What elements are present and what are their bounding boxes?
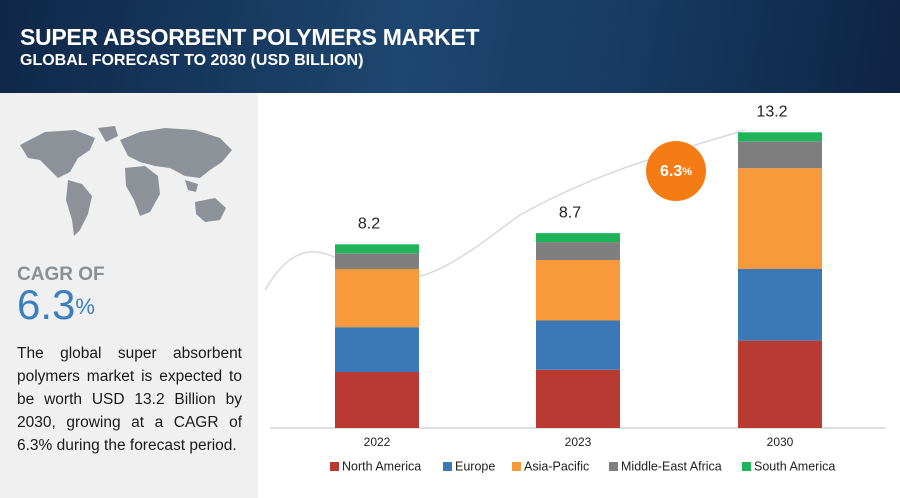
bar-segment: [738, 141, 822, 169]
cagr-badge: [646, 141, 706, 201]
bar-segment: [335, 253, 419, 269]
bar-segment: [738, 268, 822, 341]
bar-segment: [536, 260, 620, 321]
bar-segment: [738, 132, 822, 142]
x-tick-label: 2030: [767, 435, 794, 449]
x-tick-label: 2022: [364, 435, 391, 449]
legend-swatch: [609, 462, 618, 471]
legend-label: South America: [754, 459, 835, 473]
legend-swatch: [742, 462, 751, 471]
legend-swatch: [330, 462, 339, 471]
legend-label: Middle-East Africa: [621, 459, 722, 473]
cagr-label: CAGR OF: [17, 264, 105, 285]
world-map: [20, 126, 232, 236]
bar-segment: [335, 327, 419, 372]
x-tick-label: 2023: [565, 435, 592, 449]
cagr-unit: %: [75, 294, 95, 319]
bar-segment: [536, 233, 620, 243]
cagr-value: 6.3%: [17, 281, 95, 328]
legend-swatch: [512, 462, 521, 471]
bar-segment: [536, 369, 620, 428]
total-label: 8.7: [559, 204, 581, 221]
badge-unit: %: [682, 166, 692, 178]
bar-segment: [335, 244, 419, 254]
total-label: 13.2: [756, 104, 787, 121]
bar-segment: [738, 168, 822, 269]
bar-segment: [335, 268, 419, 328]
bar-segment: [536, 320, 620, 370]
cagr-number: 6.3: [17, 281, 75, 328]
title: SUPER ABSORBENT POLYMERS MARKET: [20, 24, 480, 50]
bar-segment: [738, 340, 822, 428]
bar-segment: [335, 372, 419, 428]
description: The global super absorbent polymers mark…: [17, 345, 242, 454]
bar-segment: [536, 242, 620, 260]
subtitle: GLOBAL FORECAST TO 2030 (USD BILLION): [20, 52, 364, 69]
header: SUPER ABSORBENT POLYMERS MARKET GLOBAL F…: [0, 0, 900, 93]
legend-label: North America: [342, 459, 421, 473]
total-label: 8.2: [358, 216, 380, 233]
badge-number: 6.3: [660, 163, 682, 180]
legend-label: Europe: [455, 459, 495, 473]
legend-swatch: [443, 462, 452, 471]
badge-text: 6.3%: [660, 163, 692, 180]
legend-label: Asia-Pacific: [524, 459, 589, 473]
